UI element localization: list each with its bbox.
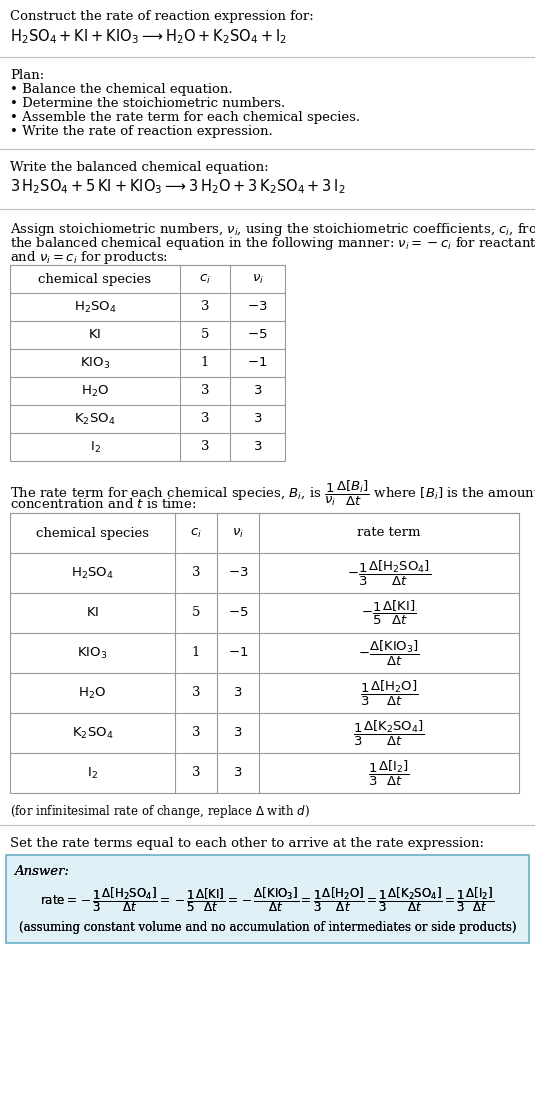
Text: $3$: $3$ [253, 385, 262, 397]
Text: chemical species: chemical species [39, 272, 151, 286]
Text: $\mathrm{KIO_3}$: $\mathrm{KIO_3}$ [78, 645, 108, 661]
Text: Answer:: Answer: [14, 865, 69, 878]
Text: $-3$: $-3$ [247, 300, 268, 314]
Text: $\nu_i$: $\nu_i$ [232, 526, 244, 539]
Text: $\mathrm{H_2SO_4}$: $\mathrm{H_2SO_4}$ [71, 565, 114, 580]
FancyBboxPatch shape [6, 855, 529, 943]
Text: 3: 3 [201, 385, 209, 397]
Text: • Assemble the rate term for each chemical species.: • Assemble the rate term for each chemic… [10, 111, 360, 125]
Text: $3$: $3$ [233, 766, 243, 780]
Text: rate term: rate term [357, 526, 421, 539]
Text: chemical species: chemical species [36, 526, 149, 539]
Text: concentration and $t$ is time:: concentration and $t$ is time: [10, 497, 196, 512]
Text: 3: 3 [192, 566, 200, 579]
Text: $3$: $3$ [233, 686, 243, 699]
Text: $\mathrm{KI}$: $\mathrm{KI}$ [88, 328, 102, 341]
Text: 3: 3 [192, 686, 200, 699]
Text: Plan:: Plan: [10, 69, 44, 82]
Text: $\mathrm{KI}$: $\mathrm{KI}$ [86, 606, 99, 619]
Text: $\mathrm{rate} = -\dfrac{1}{3}\dfrac{\Delta[\mathrm{H_2SO_4}]}{\Delta t} = -\dfr: $\mathrm{rate} = -\dfrac{1}{3}\dfrac{\De… [41, 885, 494, 914]
Text: $3$: $3$ [253, 440, 262, 454]
Text: Construct the rate of reaction expression for:: Construct the rate of reaction expressio… [10, 10, 314, 23]
Text: Set the rate terms equal to each other to arrive at the rate expression:: Set the rate terms equal to each other t… [10, 837, 484, 850]
Text: $3\,\mathrm{H_2SO_4} + 5\,\mathrm{KI} + \mathrm{KIO_3} \longrightarrow 3\,\mathr: $3\,\mathrm{H_2SO_4} + 5\,\mathrm{KI} + … [10, 177, 346, 196]
Text: $\mathrm{I_2}$: $\mathrm{I_2}$ [89, 439, 101, 455]
Text: $-5$: $-5$ [247, 328, 268, 341]
Text: $-\dfrac{1}{5}\dfrac{\Delta[\mathrm{KI}]}{\Delta t}$: $-\dfrac{1}{5}\dfrac{\Delta[\mathrm{KI}]… [362, 599, 417, 627]
Text: $\mathrm{H_2SO_4 + KI + KIO_3 \longrightarrow H_2O + K_2SO_4 + I_2}$: $\mathrm{H_2SO_4 + KI + KIO_3 \longright… [10, 27, 287, 46]
Text: $\mathrm{H_2O}$: $\mathrm{H_2O}$ [79, 685, 106, 701]
Text: $-1$: $-1$ [228, 646, 248, 659]
Text: 3: 3 [201, 440, 209, 454]
Text: $\nu_i$: $\nu_i$ [251, 272, 263, 286]
Bar [10, 513, 519, 793]
Text: Answer:: Answer: [14, 865, 69, 878]
Text: $-3$: $-3$ [228, 566, 248, 579]
Text: $\dfrac{1}{3}\dfrac{\Delta[\mathrm{H_2O}]}{\Delta t}$: $\dfrac{1}{3}\dfrac{\Delta[\mathrm{H_2O}… [360, 678, 418, 707]
Text: 3: 3 [201, 300, 209, 314]
Text: 3: 3 [201, 413, 209, 426]
Text: $\dfrac{1}{3}\dfrac{\Delta[\mathrm{K_2SO_4}]}{\Delta t}$: $\dfrac{1}{3}\dfrac{\Delta[\mathrm{K_2SO… [353, 718, 425, 747]
Text: • Balance the chemical equation.: • Balance the chemical equation. [10, 83, 233, 96]
Text: and $\nu_i = c_i$ for products:: and $\nu_i = c_i$ for products: [10, 249, 168, 266]
Text: $\mathrm{rate} = -\dfrac{1}{3}\dfrac{\Delta[\mathrm{H_2SO_4}]}{\Delta t} = -\dfr: $\mathrm{rate} = -\dfrac{1}{3}\dfrac{\De… [41, 885, 494, 914]
Text: • Determine the stoichiometric numbers.: • Determine the stoichiometric numbers. [10, 97, 285, 110]
Text: $3$: $3$ [233, 726, 243, 739]
Text: 5: 5 [201, 328, 209, 341]
Text: $\mathrm{H_2O}$: $\mathrm{H_2O}$ [81, 384, 109, 398]
Text: Assign stoichiometric numbers, $\nu_i$, using the stoichiometric coefficients, $: Assign stoichiometric numbers, $\nu_i$, … [10, 221, 535, 238]
Text: $\mathrm{K_2SO_4}$: $\mathrm{K_2SO_4}$ [74, 411, 116, 427]
Text: 1: 1 [201, 357, 209, 369]
Text: $-\dfrac{\Delta[\mathrm{KIO_3}]}{\Delta t}$: $-\dfrac{\Delta[\mathrm{KIO_3}]}{\Delta … [358, 638, 420, 667]
Text: 3: 3 [192, 726, 200, 739]
Text: • Write the rate of reaction expression.: • Write the rate of reaction expression. [10, 125, 273, 138]
Text: $c_i$: $c_i$ [190, 526, 202, 539]
Text: 1: 1 [192, 646, 200, 659]
Text: $\mathrm{H_2SO_4}$: $\mathrm{H_2SO_4}$ [74, 299, 116, 315]
Text: (for infinitesimal rate of change, replace $\Delta$ with $d$): (for infinitesimal rate of change, repla… [10, 803, 310, 820]
Text: 3: 3 [192, 766, 200, 780]
Text: $\mathrm{KIO_3}$: $\mathrm{KIO_3}$ [80, 356, 110, 370]
Text: The rate term for each chemical species, $B_i$, is $\dfrac{1}{\nu_i}\dfrac{\Delt: The rate term for each chemical species,… [10, 479, 535, 508]
Text: $-\dfrac{1}{3}\dfrac{\Delta[\mathrm{H_2SO_4}]}{\Delta t}$: $-\dfrac{1}{3}\dfrac{\Delta[\mathrm{H_2S… [347, 558, 431, 587]
Text: 5: 5 [192, 606, 200, 619]
Text: $-1$: $-1$ [247, 357, 268, 369]
Text: the balanced chemical equation in the following manner: $\nu_i = -c_i$ for react: the balanced chemical equation in the fo… [10, 235, 535, 252]
Text: Write the balanced chemical equation:: Write the balanced chemical equation: [10, 161, 269, 173]
Bar [10, 265, 285, 461]
Text: $\dfrac{1}{3}\dfrac{\Delta[\mathrm{I_2}]}{\Delta t}$: $\dfrac{1}{3}\dfrac{\Delta[\mathrm{I_2}]… [368, 758, 410, 787]
Text: (assuming constant volume and no accumulation of intermediates or side products): (assuming constant volume and no accumul… [19, 921, 516, 934]
Text: $3$: $3$ [253, 413, 262, 426]
Text: $-5$: $-5$ [228, 606, 248, 619]
Text: $\mathrm{K_2SO_4}$: $\mathrm{K_2SO_4}$ [72, 725, 113, 741]
Text: $c_i$: $c_i$ [199, 272, 211, 286]
Text: $\mathrm{I_2}$: $\mathrm{I_2}$ [87, 765, 98, 781]
Text: (assuming constant volume and no accumulation of intermediates or side products): (assuming constant volume and no accumul… [19, 921, 516, 934]
